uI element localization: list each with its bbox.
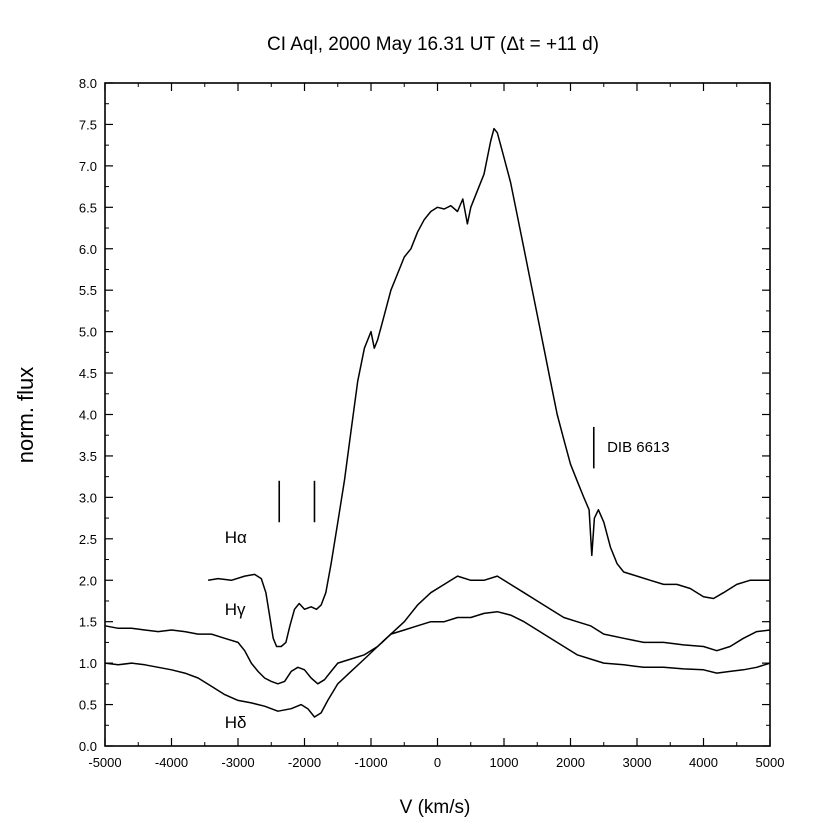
y-tick-label: 5.5	[79, 283, 97, 298]
h-alpha-label: Hα	[225, 528, 247, 547]
x-tick-label: -5000	[88, 755, 121, 770]
h-gamma-line	[104, 575, 771, 685]
y-tick-label: 7.5	[79, 117, 97, 132]
y-tick-label: 0.0	[79, 739, 97, 754]
h-alpha-line	[207, 127, 770, 648]
y-tick-label: 3.0	[79, 490, 97, 505]
x-tick-label: 1000	[490, 755, 519, 770]
y-tick-label: 1.0	[79, 656, 97, 671]
y-tick-label: 1.5	[79, 615, 97, 630]
plot-frame	[104, 82, 771, 747]
y-tick-label: 3.5	[79, 449, 97, 464]
axis-ticks: -5000 -4000 -3000 -2000 -1000 0 1000 2000 3000 40…	[79, 76, 785, 770]
series-layer	[104, 127, 771, 718]
x-tick-label: -2000	[288, 755, 321, 770]
chart-title: CI Aql, 2000 May 16.31 UT (Δt = +11 d)	[267, 34, 599, 55]
y-tick-label: 6.0	[79, 242, 97, 257]
y-tick-label: 2.5	[79, 532, 97, 547]
dib-6613-label: DIB 6613	[607, 439, 670, 456]
annotations: DIB 6613	[278, 426, 670, 523]
y-tick-label: 0.5	[79, 698, 97, 713]
x-tick-label: -3000	[221, 755, 254, 770]
y-tick-label: 2.0	[79, 573, 97, 588]
y-tick-label: 7.0	[79, 159, 97, 174]
x-axis-label: V (km/s)	[400, 797, 471, 818]
y-tick-label: 5.0	[79, 325, 97, 340]
series-labels: Hα Hγ Hδ	[225, 528, 247, 732]
x-tick-label: -1000	[354, 755, 387, 770]
x-tick-label: -4000	[155, 755, 188, 770]
h-delta-line	[104, 610, 771, 718]
x-tick-label: 2000	[556, 755, 585, 770]
y-tick-label: 4.0	[79, 408, 97, 423]
x-tick-label: 3000	[623, 755, 652, 770]
y-tick-label: 6.5	[79, 200, 97, 215]
h-gamma-label: Hγ	[225, 600, 246, 619]
x-tick-label: 4000	[689, 755, 718, 770]
h-delta-label: Hδ	[225, 713, 247, 732]
x-tick-label: 5000	[756, 755, 785, 770]
y-tick-label: 4.5	[79, 366, 97, 381]
y-tick-label: 8.0	[79, 76, 97, 91]
y-axis-label: norm. flux	[13, 367, 38, 464]
x-tick-label: 0	[434, 755, 441, 770]
